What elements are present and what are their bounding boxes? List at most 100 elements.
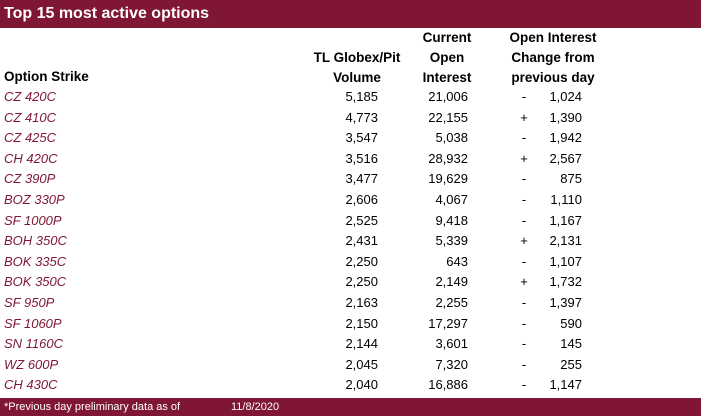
open-interest-cell: 5,038 <box>435 130 468 146</box>
change-sign-cell: - <box>521 171 527 187</box>
volume-cell: 2,606 <box>345 191 378 207</box>
change-value-cell: 1,732 <box>549 274 582 290</box>
change-sign-cell: - <box>521 315 527 331</box>
volume-cell: 2,250 <box>345 274 378 290</box>
open-interest-cell: 3,601 <box>435 336 468 352</box>
header-oi-line3: Interest <box>422 70 472 85</box>
change-sign-cell: + <box>520 109 528 125</box>
open-interest-cell: 17,297 <box>428 315 468 331</box>
header-oi-line2: Open <box>429 50 465 65</box>
option-strike-cell: CH 430C <box>4 377 58 393</box>
option-strike-cell: WZ 600P <box>4 356 59 372</box>
open-interest-cell: 2,255 <box>435 294 468 310</box>
open-interest-cell: 2,149 <box>435 274 468 290</box>
option-strike-cell: SF 1060P <box>4 315 62 331</box>
change-value-cell: 1,167 <box>549 212 582 228</box>
option-strike-cell: SN 1160C <box>4 336 64 352</box>
open-interest-cell: 7,320 <box>435 356 468 372</box>
header-volume-line2: Volume <box>333 70 381 85</box>
option-strike-cell: CZ 420C <box>4 89 57 104</box>
change-sign-cell: - <box>521 253 527 269</box>
change-value-cell: 255 <box>560 356 582 372</box>
volume-cell: 3,477 <box>345 171 378 187</box>
option-strike-cell: CZ 425C <box>4 130 57 146</box>
change-value-cell: 1,107 <box>549 253 582 269</box>
table-row: SF 950P 2,163 2,255 - 1,397 <box>0 293 701 314</box>
volume-cell: 3,547 <box>345 130 378 146</box>
volume-cell: 2,045 <box>345 356 378 372</box>
change-sign-cell: + <box>520 150 528 166</box>
open-interest-cell: 9,418 <box>435 212 468 228</box>
open-interest-cell: 16,886 <box>428 377 468 393</box>
header-volume-line1: TL Globex/Pit <box>313 50 401 65</box>
option-strike-cell: BOK 350C <box>4 274 67 290</box>
volume-cell: 2,144 <box>345 336 378 352</box>
change-sign-cell: - <box>521 336 527 352</box>
table-row: CH 420C 3,516 28,932 +2,567 <box>0 149 701 170</box>
header-option-strike: Option Strike <box>4 67 89 87</box>
change-sign-cell: - <box>521 130 527 146</box>
table-row: CZ 390P 3,477 19,629 - 875 <box>0 169 701 190</box>
change-value-cell: 1,397 <box>549 294 582 310</box>
change-value-cell: 1,942 <box>549 130 582 146</box>
header-oi-change: Open Interest Change from previous day <box>488 28 618 88</box>
option-strike-cell: BOK 335C <box>4 253 67 269</box>
table-row: CZ 425C 3,547 5,038 - 1,942 <box>0 128 701 149</box>
volume-cell: 2,250 <box>345 253 378 269</box>
header-chg-line2: Change from <box>511 50 595 65</box>
title-bar: Top 15 most active options <box>0 0 701 28</box>
open-interest-cell: 5,339 <box>435 233 468 249</box>
open-interest-cell: 19,629 <box>428 171 468 187</box>
volume-cell: 2,040 <box>345 377 378 393</box>
header-option-strike-label: Option Strike <box>4 69 89 84</box>
table-row: CZ 420C 5,185 21,006 - 1,024 <box>0 87 701 108</box>
header-open-interest: Current Open Interest <box>408 28 486 88</box>
change-sign-cell: + <box>520 233 528 249</box>
open-interest-cell: 643 <box>446 253 468 269</box>
footer-date: 11/8/2020 <box>231 401 280 413</box>
change-value-cell: 1,147 <box>549 377 582 393</box>
table-row: BOK 335C 2,250 643 - 1,107 <box>0 252 701 273</box>
options-table: CZ 420C 5,185 21,006 - 1,024 CZ 410C 4,773 22,… <box>0 87 701 396</box>
option-strike-cell: SF 950P <box>4 294 55 310</box>
footer-note: *Previous day preliminary data as of <box>4 401 181 413</box>
header-oi-line1: Current <box>422 30 472 45</box>
volume-cell: 3,516 <box>345 150 378 166</box>
change-sign-cell: - <box>521 377 527 393</box>
option-strike-cell: CZ 390P <box>4 171 56 187</box>
change-sign-cell: + <box>520 274 528 290</box>
change-value-cell: 590 <box>560 315 582 331</box>
table-row: WZ 600P 2,045 7,320 - 255 <box>0 355 701 376</box>
header-volume: TL Globex/Pit Volume <box>296 48 418 88</box>
table-row: SN 1160C 2,144 3,601 - 145 <box>0 334 701 355</box>
change-sign-cell: - <box>521 212 527 228</box>
change-sign-cell: - <box>521 294 527 310</box>
change-value-cell: 1,110 <box>550 191 582 207</box>
header-chg-line3: previous day <box>511 70 595 85</box>
volume-cell: 2,150 <box>345 315 378 331</box>
change-sign-cell: - <box>521 356 527 372</box>
change-sign-cell: - <box>521 191 527 207</box>
change-value-cell: 2,567 <box>549 150 582 166</box>
table-row: CH 430C 2,040 16,886 - 1,147 <box>0 375 701 396</box>
footer-bar: *Previous day preliminary data as of 11/… <box>0 398 701 416</box>
change-value-cell: 1,390 <box>549 109 582 125</box>
table-row: SF 1000P 2,525 9,418 - 1,167 <box>0 211 701 232</box>
option-strike-cell: CZ 410C <box>4 109 57 125</box>
change-sign-cell: - <box>521 89 527 104</box>
table-row: SF 1060P 2,150 17,297 - 590 <box>0 314 701 335</box>
option-strike-cell: CH 420C <box>4 150 58 166</box>
change-value-cell: 1,024 <box>549 89 582 104</box>
option-strike-cell: BOZ 330P <box>4 191 65 207</box>
change-value-cell: 145 <box>560 336 582 352</box>
page-title: Top 15 most active options <box>4 5 210 22</box>
volume-cell: 4,773 <box>345 109 378 125</box>
volume-cell: 2,163 <box>345 294 378 310</box>
change-value-cell: 2,131 <box>549 233 582 249</box>
volume-cell: 2,525 <box>345 212 378 228</box>
table-row: BOH 350C 2,431 5,339 +2,131 <box>0 231 701 252</box>
open-interest-cell: 28,932 <box>428 150 468 166</box>
option-strike-cell: SF 1000P <box>4 212 62 228</box>
change-value-cell: 875 <box>560 171 582 187</box>
option-strike-cell: BOH 350C <box>4 233 67 249</box>
